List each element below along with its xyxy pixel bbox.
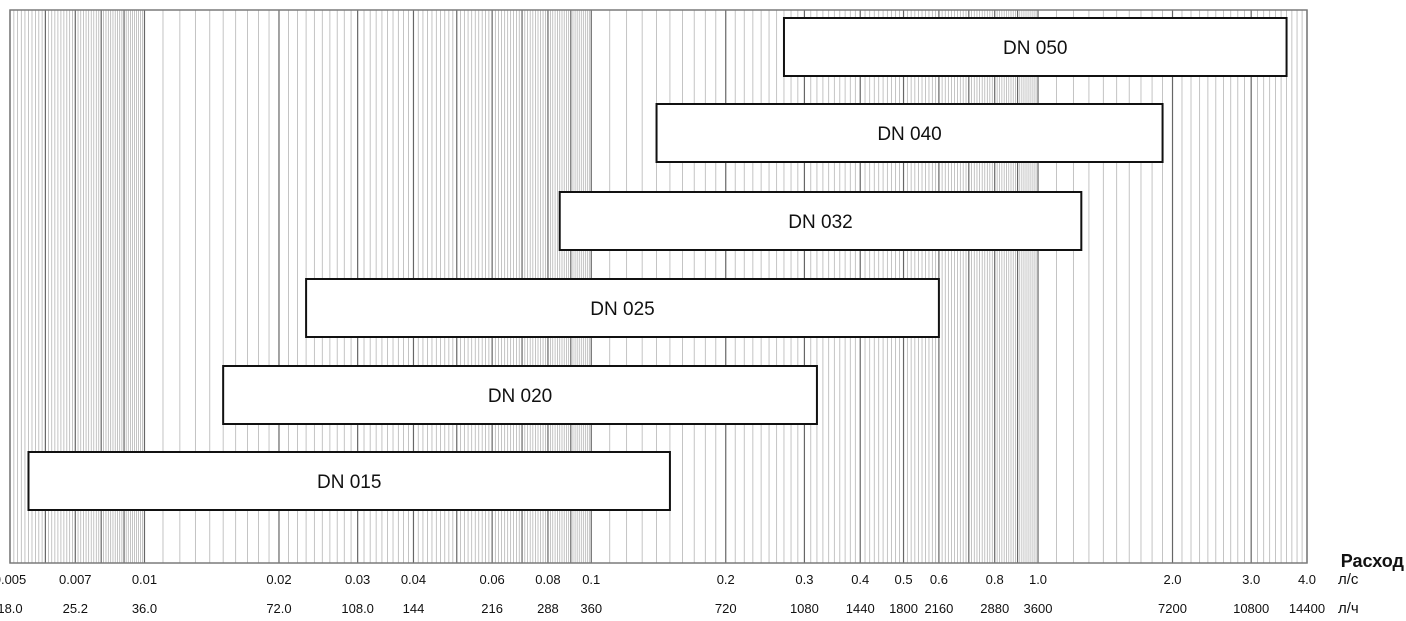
tick-label-primary: 0.02 bbox=[266, 572, 291, 587]
range-bar bbox=[222, 365, 818, 425]
tick-labels: 0.005 18.0 0.007 25.2 0.01 36.0 0.02 72.0 0.03 10… bbox=[0, 572, 1325, 616]
tick-label-secondary: 144 bbox=[403, 601, 425, 616]
unit-label-primary: л/с bbox=[1338, 571, 1359, 588]
tick-label-primary: 0.5 bbox=[894, 572, 912, 587]
tick-label-primary: 2.0 bbox=[1163, 572, 1181, 587]
bars: DN 050 DN 040 DN 032 DN 025 DN 020 DN 015 bbox=[27, 17, 1288, 511]
range-bar bbox=[558, 191, 1083, 251]
tick-label-primary: 0.3 bbox=[795, 572, 813, 587]
tick-label-secondary: 18.0 bbox=[0, 601, 23, 616]
tick-label-primary: 4.0 bbox=[1298, 572, 1316, 587]
tick-label-secondary: 7200 bbox=[1158, 601, 1187, 616]
axis-title: Расход bbox=[1341, 551, 1405, 571]
tick-label-secondary: 1800 bbox=[889, 601, 918, 616]
tick-label-secondary: 36.0 bbox=[132, 601, 157, 616]
tick-label-primary: 1.0 bbox=[1029, 572, 1047, 587]
bar-label: DN 040 bbox=[877, 124, 941, 145]
tick-label-primary: 0.4 bbox=[851, 572, 869, 587]
tick-label-primary: 0.007 bbox=[59, 572, 92, 587]
tick-label-primary: 0.04 bbox=[401, 572, 426, 587]
bar-label: DN 020 bbox=[488, 386, 552, 407]
tick-label-secondary: 1080 bbox=[790, 601, 819, 616]
tick-label-primary: 0.2 bbox=[717, 572, 735, 587]
plot-frame bbox=[9, 9, 1308, 564]
range-bar bbox=[27, 451, 671, 511]
tick-label-secondary: 72.0 bbox=[266, 601, 291, 616]
tick-label-primary: 0.06 bbox=[479, 572, 504, 587]
tick-label-primary: 0.1 bbox=[582, 572, 600, 587]
tick-label-secondary: 108.0 bbox=[341, 601, 374, 616]
tick-label-primary: 0.08 bbox=[535, 572, 560, 587]
tick-label-secondary: 25.2 bbox=[63, 601, 88, 616]
unit-label-secondary: л/ч bbox=[1338, 600, 1359, 617]
tick-label-primary: 3.0 bbox=[1242, 572, 1260, 587]
bar-label: DN 025 bbox=[590, 299, 654, 320]
tick-label-secondary: 720 bbox=[715, 601, 737, 616]
tick-label-primary: 0.8 bbox=[986, 572, 1004, 587]
tick-label-secondary: 2160 bbox=[924, 601, 953, 616]
tick-label-secondary: 3600 bbox=[1024, 601, 1053, 616]
tick-label-secondary: 216 bbox=[481, 601, 503, 616]
bar-label: DN 050 bbox=[1003, 38, 1067, 59]
range-bar bbox=[782, 17, 1288, 77]
range-bar bbox=[305, 278, 940, 338]
bar-label: DN 015 bbox=[317, 472, 381, 493]
tick-label-primary: 0.6 bbox=[930, 572, 948, 587]
tick-label-secondary: 1440 bbox=[846, 601, 875, 616]
tick-label-secondary: 2880 bbox=[980, 601, 1009, 616]
tick-label-primary: 0.005 bbox=[0, 572, 26, 587]
tick-label-secondary: 360 bbox=[580, 601, 602, 616]
tick-label-secondary: 288 bbox=[537, 601, 559, 616]
range-bar bbox=[655, 103, 1164, 163]
tick-label-primary: 0.03 bbox=[345, 572, 370, 587]
tick-label-secondary: 14400 bbox=[1289, 601, 1325, 616]
tick-label-secondary: 10800 bbox=[1233, 601, 1269, 616]
tick-label-primary: 0.01 bbox=[132, 572, 157, 587]
bar-label: DN 032 bbox=[788, 212, 852, 233]
